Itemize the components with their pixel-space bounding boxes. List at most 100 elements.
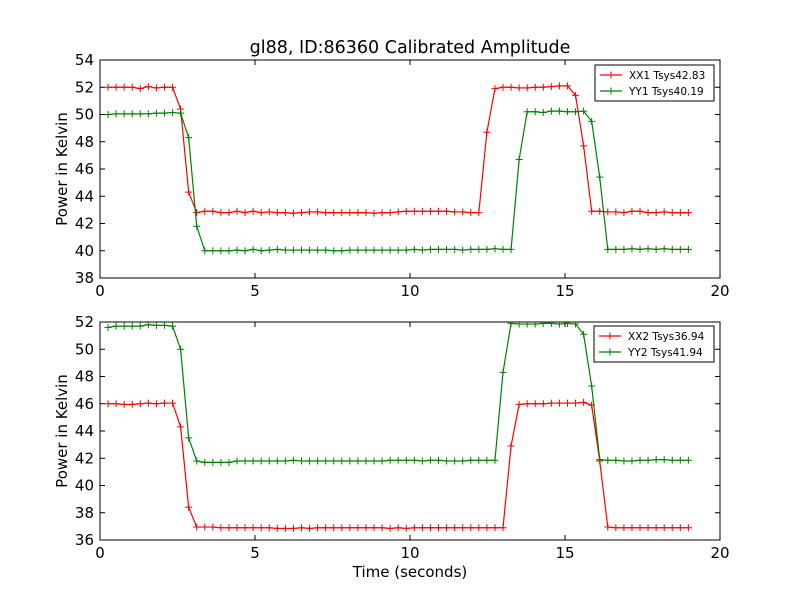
data-point <box>451 457 459 465</box>
data-point <box>418 246 426 254</box>
data-point <box>491 85 499 93</box>
data-point <box>531 108 539 116</box>
data-point <box>338 524 346 532</box>
data-point <box>467 245 475 253</box>
data-point <box>201 458 209 466</box>
data-point <box>386 456 394 464</box>
data-point <box>273 209 281 217</box>
data-point <box>563 399 571 407</box>
data-point <box>177 423 185 431</box>
data-point <box>652 456 660 464</box>
y-tick-label: 38 <box>75 269 94 287</box>
data-point <box>209 458 217 466</box>
data-point <box>394 208 402 216</box>
data-point <box>378 246 386 254</box>
data-point <box>612 245 620 253</box>
data-point <box>547 322 555 327</box>
data-point <box>298 457 305 465</box>
data-point <box>225 458 233 466</box>
data-point <box>475 456 483 464</box>
data-point <box>136 322 144 330</box>
data-point <box>185 188 193 196</box>
data-point <box>160 109 168 117</box>
data-point <box>604 245 612 253</box>
y-tick-label: 48 <box>75 133 94 151</box>
data-point <box>249 524 257 532</box>
data-point <box>233 246 241 254</box>
data-point <box>507 245 515 253</box>
data-point <box>322 457 330 465</box>
data-point <box>435 207 443 215</box>
y-tick-label: 36 <box>75 531 94 549</box>
data-point <box>112 400 120 408</box>
data-point <box>443 457 451 465</box>
legend-marker <box>606 348 614 356</box>
data-point <box>128 110 136 118</box>
data-point <box>177 109 185 117</box>
data-point <box>104 323 112 331</box>
data-point <box>394 456 402 464</box>
data-point <box>362 209 370 217</box>
data-point <box>402 456 410 464</box>
data-point <box>555 82 563 90</box>
data-point <box>580 142 588 150</box>
data-point <box>555 107 563 115</box>
data-point <box>539 400 547 408</box>
data-point <box>620 209 628 217</box>
data-point <box>120 400 128 408</box>
data-point <box>201 207 209 215</box>
data-point <box>160 322 168 329</box>
data-point <box>193 457 201 465</box>
data-point <box>644 209 652 217</box>
data-point <box>410 456 418 464</box>
data-point <box>233 457 241 465</box>
data-point <box>563 82 571 90</box>
data-point <box>418 207 426 215</box>
legend-label: XX1 Tsys42.83 <box>629 70 705 82</box>
data-point <box>378 209 386 217</box>
data-point <box>539 83 547 91</box>
legend-frame <box>594 64 715 102</box>
data-point <box>612 208 620 216</box>
data-point <box>588 382 596 390</box>
data-point <box>386 209 394 217</box>
data-point <box>676 524 684 532</box>
data-point <box>314 457 322 465</box>
data-point <box>354 209 362 217</box>
data-point <box>370 457 378 465</box>
data-point <box>620 524 628 532</box>
x-tick-label: 0 <box>95 544 105 562</box>
y-tick-label: 48 <box>75 368 94 386</box>
data-point <box>515 400 523 408</box>
data-point <box>177 345 185 353</box>
data-point <box>628 245 636 253</box>
data-point <box>241 457 249 465</box>
data-point <box>257 209 265 217</box>
chart-panel-1: gl88, ID:86360 Calibrated Amplitude 0 5 10 1… <box>53 38 730 300</box>
data-point <box>193 209 201 217</box>
data-point <box>531 83 539 91</box>
data-point <box>354 524 362 532</box>
data-point <box>684 524 692 532</box>
data-point <box>467 524 475 532</box>
data-point <box>265 208 273 216</box>
y-tick-label: 54 <box>75 51 94 69</box>
data-point <box>265 457 273 465</box>
data-point <box>459 246 467 254</box>
data-point <box>644 524 652 532</box>
data-point <box>652 524 660 532</box>
data-point <box>499 83 507 91</box>
data-point <box>523 84 531 92</box>
series-line <box>108 110 689 252</box>
data-point <box>298 246 305 254</box>
data-point <box>499 524 507 532</box>
data-point <box>289 456 297 464</box>
data-point <box>451 245 459 253</box>
y-tick-label: 42 <box>75 215 94 233</box>
data-point <box>201 247 209 255</box>
data-point <box>169 83 177 91</box>
series-2 <box>104 322 692 466</box>
data-point <box>201 523 209 531</box>
data-point <box>169 399 177 407</box>
